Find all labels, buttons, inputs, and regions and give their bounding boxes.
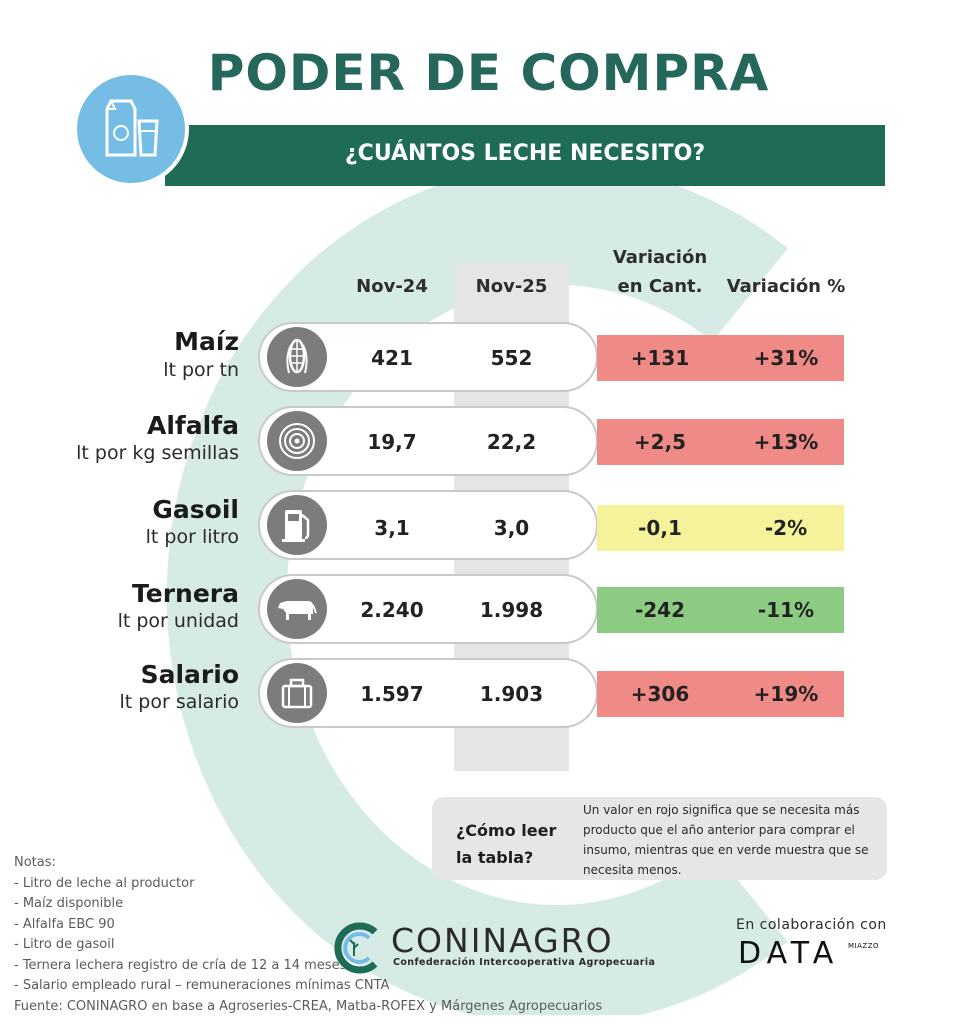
data-logo: DATA: [738, 936, 840, 971]
row-salario-variation-band: [597, 671, 844, 717]
row-alfalfa-var-pct: +13%: [753, 430, 819, 454]
coninagro-name: CONINAGRO: [391, 921, 614, 960]
how-to-read-question-line1: ¿Cómo leer: [456, 821, 557, 840]
fuel-pump-icon: [267, 495, 327, 555]
header-var-cant-line1: Variación: [612, 247, 708, 268]
briefcase-icon: [267, 663, 327, 723]
how-to-read-question-line2: la tabla?: [456, 848, 534, 867]
miazzo-label: MIAZZO: [848, 942, 879, 950]
how-to-read-question: ¿Cómo leer la tabla?: [456, 817, 556, 871]
note-item: - Litro de gasoil: [14, 937, 115, 952]
row-alfalfa-unit: lt por kg semillas: [76, 442, 239, 464]
milk-icon: [73, 71, 189, 187]
row-ternera-nov25: 1.998: [479, 598, 544, 622]
how-to-read-text: Un valor en rojo significa que se necesi…: [583, 803, 869, 877]
row-gasoil-variation-band: [597, 505, 844, 551]
notes: Notas: - Litro de leche al productor - M…: [14, 853, 602, 1017]
row-ternera-nov24: 2.240: [360, 598, 424, 622]
row-maiz-nov25: 552: [490, 346, 533, 370]
row-salario-var-pct: +19%: [753, 682, 819, 706]
row-alfalfa-variation-band: [597, 419, 844, 465]
note-item: - Litro de leche al productor: [14, 875, 195, 891]
row-alfalfa-name: Alfalfa: [147, 411, 239, 440]
how-to-read-box: [432, 797, 887, 880]
row-ternera-unit: lt por unidad: [117, 610, 239, 632]
row-gasoil-var-pct: -2%: [764, 516, 808, 540]
row-gasoil-var-cant: -0,1: [638, 516, 682, 540]
row-ternera-var-pct: -11%: [757, 598, 815, 622]
row-maiz-var-cant: +131: [630, 346, 690, 370]
row-ternera-var-cant: -242: [634, 598, 686, 622]
coninagro-logo-icon: [334, 922, 378, 974]
note-item: - Maíz disponible: [14, 896, 124, 911]
row-ternera-variation-band: [597, 587, 844, 633]
subtitle-text: ¿CUÁNTOS LECHE NECESITO?: [344, 141, 706, 166]
row-gasoil-name: Gasoil: [152, 495, 239, 524]
cow-icon: [267, 579, 327, 639]
notes-source: Fuente: CONINAGRO en base a Agroseries-C…: [14, 998, 603, 1014]
corn-icon: [267, 327, 327, 387]
row-alfalfa-nov24: 19,7: [367, 430, 417, 454]
header-var-pct: Variación %: [726, 276, 846, 297]
page-title: PODER DE COMPRA: [207, 44, 770, 102]
row-salario-var-cant: +306: [630, 682, 690, 706]
row-gasoil-unit: lt por litro: [145, 526, 239, 548]
row-salario-unit: lt por salario: [119, 691, 239, 713]
row-salario-name: Salario: [140, 660, 239, 689]
row-maiz-var-pct: +31%: [753, 346, 819, 370]
row-salario-nov25: 1.903: [479, 682, 544, 706]
row-salario-nov24: 1.597: [360, 682, 424, 706]
collab-label: En colaboración con: [736, 917, 887, 933]
header-nov25: Nov-25: [475, 276, 548, 297]
note-item: - Salario empleado rural – remuneracione…: [14, 978, 390, 993]
row-ternera-name: Ternera: [132, 579, 239, 608]
coninagro-subtitle: Confederación Intercooperativa Agropecua…: [393, 957, 656, 968]
note-item: - Ternera lechera registro de cría de 12…: [14, 957, 347, 973]
row-maiz-unit: lt por tn: [163, 359, 239, 381]
background-c-shape: [166, 165, 788, 1015]
row-alfalfa-var-cant: +2,5: [633, 430, 687, 454]
row-maiz-name: Maíz: [174, 327, 239, 356]
row-gasoil-nov24: 3,1: [374, 516, 410, 540]
note-item: - Alfalfa EBC 90: [14, 916, 115, 932]
row-maiz-variation-band: [597, 335, 844, 381]
row-gasoil-nov25: 3,0: [493, 516, 530, 540]
hay-bale-icon: [267, 411, 327, 471]
header-var-cant-line2: en Cant.: [617, 276, 703, 297]
subtitle-banner: ¿CUÁNTOS LECHE NECESITO?: [165, 125, 885, 186]
row-alfalfa-nov25: 22,2: [486, 430, 537, 454]
notes-heading: Notas:: [14, 855, 56, 870]
row-maiz-nov24: 421: [371, 346, 413, 370]
header-nov24: Nov-24: [356, 276, 428, 297]
